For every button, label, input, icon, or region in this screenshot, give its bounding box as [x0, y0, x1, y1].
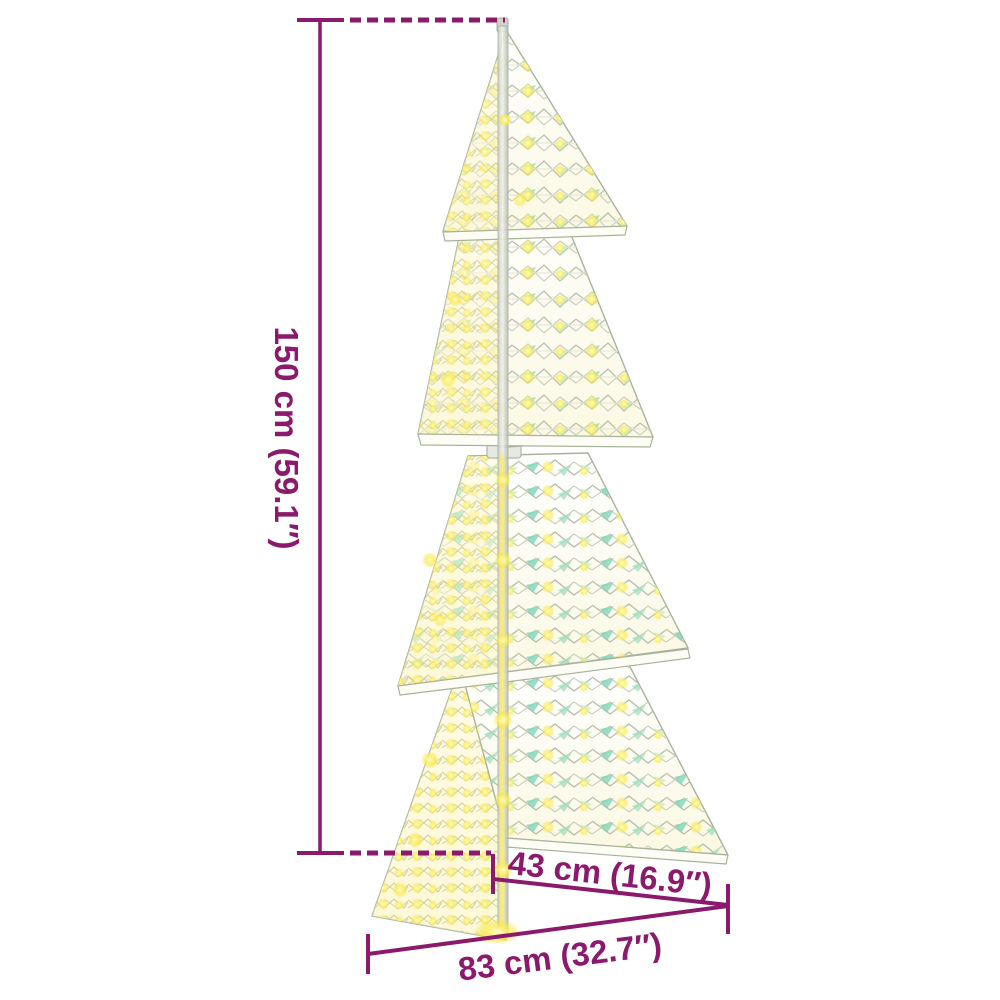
base-width-dimension-line	[367, 904, 729, 956]
upper-width-dimension-line	[492, 877, 729, 907]
tree-tiers	[371, 29, 729, 941]
dimension-lines	[297, 17, 730, 974]
tree-tier-1	[442, 29, 628, 242]
tree-tier-2	[417, 177, 654, 448]
tree-tier-3	[397, 452, 691, 696]
